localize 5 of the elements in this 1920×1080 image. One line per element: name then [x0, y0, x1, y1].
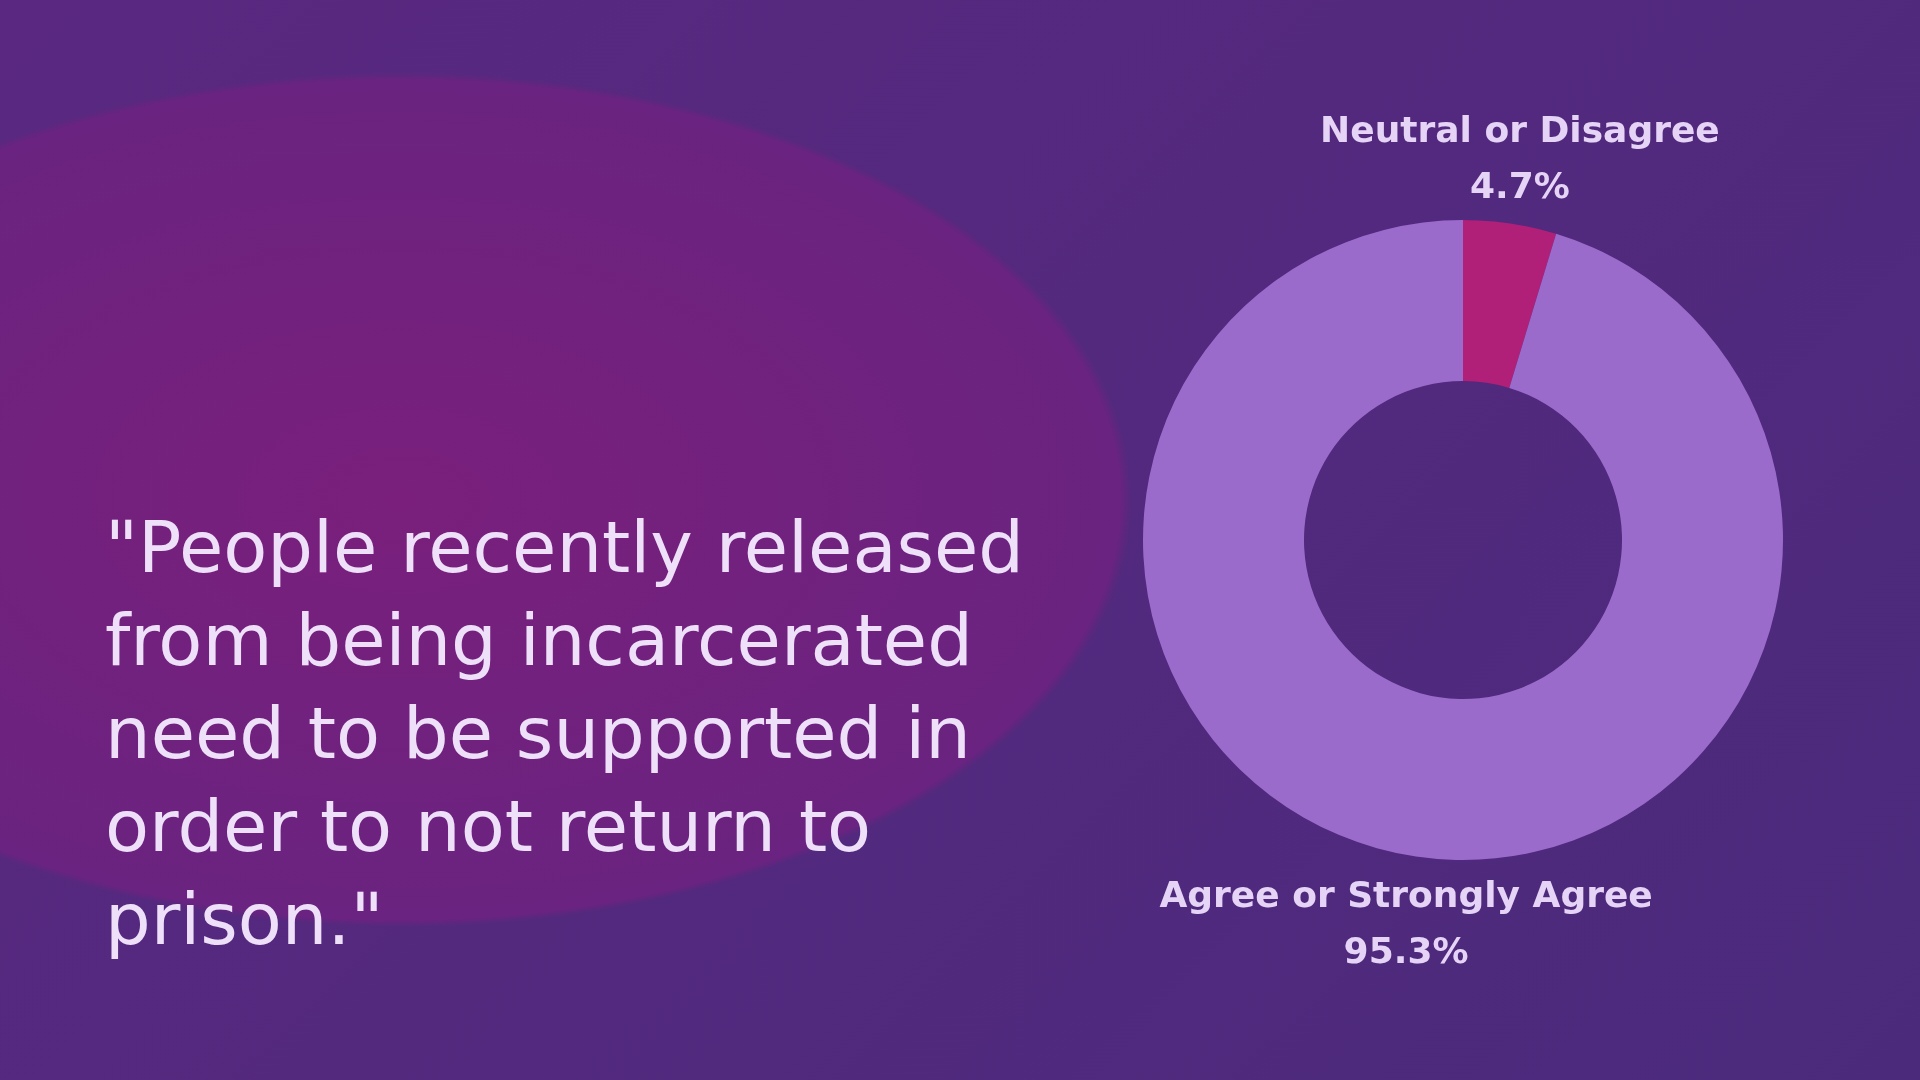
- slice-label: Neutral or Disagree: [1320, 108, 1720, 150]
- slice-label: Agree or Strongly Agree: [1159, 874, 1653, 916]
- data-label: 95.3%: [1343, 930, 1469, 972]
- data-label: 4.7%: [1470, 164, 1570, 206]
- text: "People recently released from being incarcerated need to be supported in order to not return to prison.": [105, 504, 1047, 961]
